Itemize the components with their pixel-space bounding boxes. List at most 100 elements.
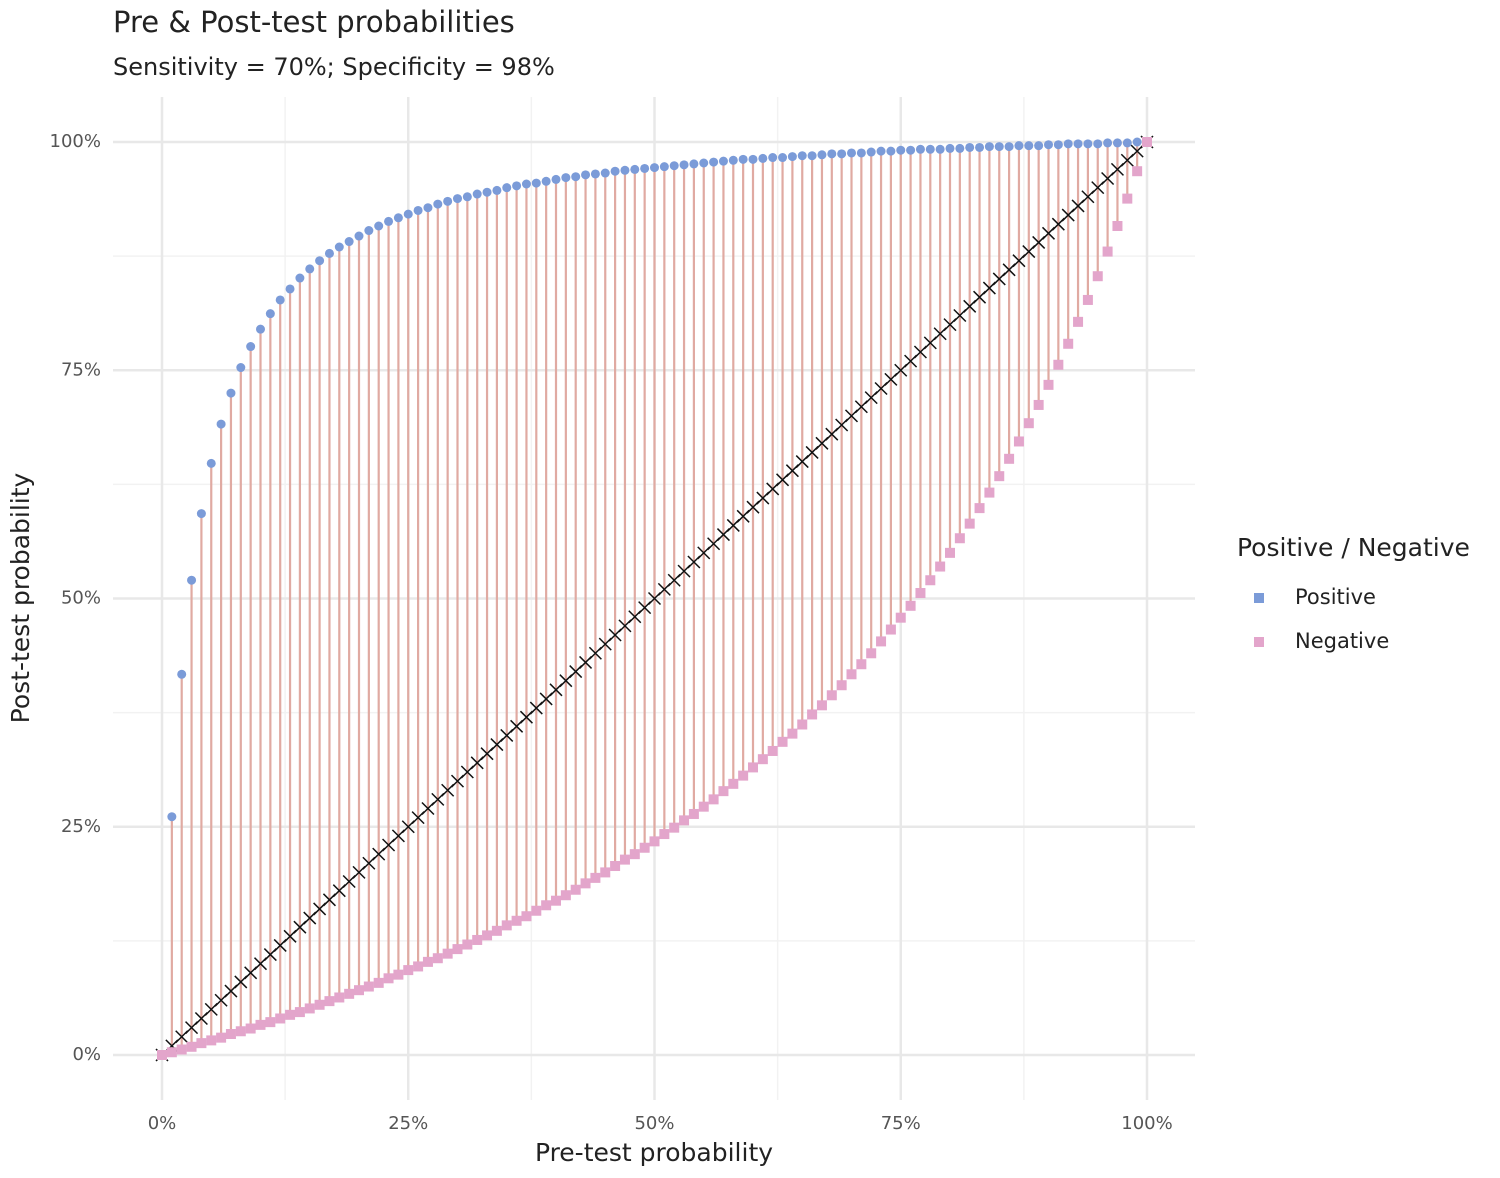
point-circle [265,309,275,319]
point-circle [728,155,738,165]
point-square [767,745,778,756]
point-circle [295,273,305,283]
point-circle [354,231,364,241]
point-circle [896,145,906,155]
point-square [580,878,591,889]
point-circle [817,150,827,160]
point-circle [502,183,512,193]
marks [155,135,1154,1062]
y-tick-label: 25% [61,816,101,837]
point-circle [531,178,541,188]
point-circle [699,158,709,168]
point-square [472,934,483,945]
point-square [452,944,463,955]
point-circle [925,144,935,154]
legend-label: Negative [1295,629,1389,653]
point-circle [1034,141,1044,151]
point-circle [453,194,462,204]
point-circle [226,388,236,398]
point-circle [768,153,778,163]
point-square [1043,379,1054,390]
point-square [610,861,621,872]
point-circle [1103,138,1113,148]
point-circle [492,185,502,195]
point-square [1073,316,1084,327]
point-square [925,575,936,586]
point-square [688,808,699,819]
point-square [600,867,611,878]
point-circle [423,203,433,213]
point-square [748,762,758,773]
point-circle [413,205,423,215]
point-square [403,965,414,976]
point-square [876,636,887,647]
point-circle [256,324,265,334]
point-square [994,471,1005,482]
point-circle [187,575,197,585]
point-circle [551,174,561,184]
point-circle [216,419,226,429]
point-square [836,680,847,691]
point-square [757,754,768,765]
point-square [432,953,443,964]
point-square [905,600,916,611]
point-square [807,709,818,720]
point-square [1004,453,1015,464]
point-square [225,1029,236,1040]
point-circle [512,181,522,191]
point-circle [797,151,807,161]
point-circle [837,149,847,159]
point-circle [334,242,344,252]
point-circle [1093,139,1103,149]
point-square [363,981,374,992]
point-circle [462,192,472,202]
point-square [718,786,729,797]
point-circle [374,221,384,231]
point-circle [689,159,699,169]
x-tick-label: 25% [388,1113,428,1134]
point-circle [324,248,334,258]
point-square [984,487,995,498]
point-circle [384,216,394,226]
point-square [974,503,985,514]
point-square [314,999,325,1010]
point-square [383,973,394,984]
chart-title: Pre & Post-test probabilities [113,5,515,39]
point-square [285,1009,296,1020]
point-circle [915,144,925,154]
point-circle [1004,142,1014,152]
point-circle [738,154,748,164]
point-square [669,822,680,833]
point-square [1063,338,1074,349]
point-circle [807,151,817,161]
point-circle [847,148,856,158]
point-circle [659,162,669,172]
point-square [1082,294,1093,305]
point-circle [305,264,315,274]
point-square [531,905,542,916]
point-square [629,849,640,860]
point-square [275,1013,286,1024]
point-circle [975,142,985,152]
point-circle [571,172,581,182]
point-circle [876,146,886,156]
point-circle [709,157,719,167]
point-square [324,996,335,1007]
point-square [422,956,433,967]
point-square [649,836,660,847]
point-square [551,895,561,906]
point-circle [1112,138,1122,148]
point-square [1023,418,1034,429]
point-circle [403,209,413,219]
point-circle [787,152,797,162]
point-circle [433,199,443,209]
point-circle [206,458,216,468]
point-circle [1132,137,1142,147]
point-circle [364,226,374,236]
point-square [521,911,532,922]
point-circle [650,163,659,173]
y-tick-label: 0% [72,1044,101,1065]
point-square [1132,166,1143,177]
chart-subtitle: Sensitivity = 70%; Specificity = 98% [113,53,555,81]
point-circle [886,146,896,156]
